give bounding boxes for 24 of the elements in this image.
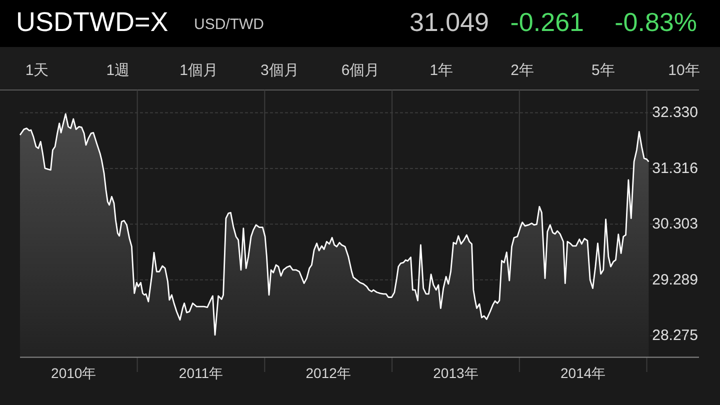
y-tick-label: 30.303	[652, 216, 698, 233]
x-tick-label: 2014年	[560, 365, 606, 381]
text: 6個月	[341, 62, 380, 79]
y-tick-label: 32.330	[652, 104, 698, 122]
text: -0.261	[510, 7, 584, 37]
x-tick-label: 2012年	[306, 365, 351, 381]
text: 1個月	[180, 62, 218, 79]
x-tick-label: 2011年	[178, 365, 224, 381]
x-tick-label: 2010年	[51, 365, 96, 381]
text: 1年	[430, 62, 454, 79]
chart-title: USDTWD=X	[16, 7, 168, 37]
text: 1週	[106, 62, 130, 79]
y-tick-label: 28.275	[652, 327, 698, 344]
text: 10年	[668, 62, 700, 79]
chart-subtitle: USD/TWD	[194, 16, 264, 33]
y-tick-label: 31.316	[652, 160, 698, 177]
text: 2年	[510, 62, 534, 79]
text: 3個月	[260, 62, 299, 79]
x-tick-label: 2013年	[433, 365, 478, 381]
text: -0.83%	[614, 7, 697, 37]
text: 31.049	[409, 7, 489, 37]
text: 1天	[25, 62, 49, 79]
y-tick-label: 29.289	[652, 271, 698, 288]
text: 5年	[591, 62, 615, 79]
